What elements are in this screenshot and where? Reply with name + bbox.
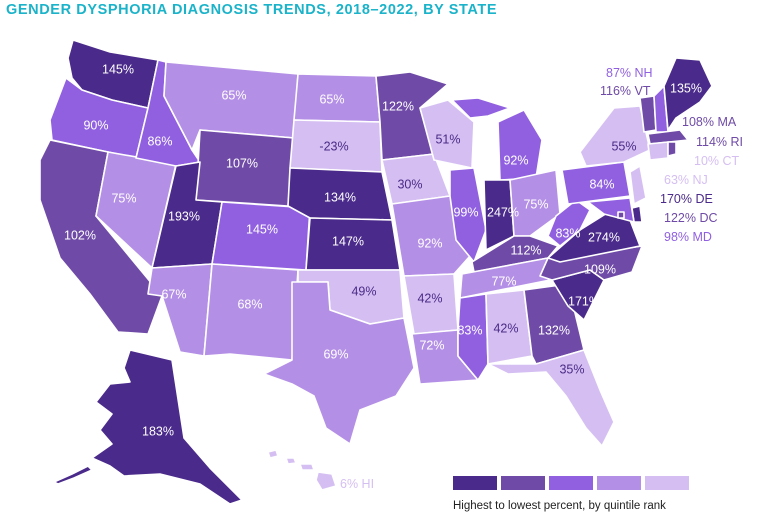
label-VA: 274% — [588, 230, 620, 244]
legend-label: Highest to lowest percent, by quintile r… — [453, 500, 666, 512]
label-WI: 51% — [435, 132, 460, 146]
state-WI[interactable] — [419, 99, 475, 169]
label-KS: 147% — [332, 234, 364, 248]
label-IA: 30% — [397, 177, 422, 191]
state-HI-3[interactable] — [299, 463, 315, 471]
label-TX: 69% — [323, 347, 348, 361]
label-NC: 109% — [584, 262, 616, 276]
label-PA: 84% — [589, 177, 614, 191]
label-VT: 116% VT — [600, 84, 651, 98]
label-MO: 92% — [417, 236, 442, 250]
label-ID: 86% — [147, 134, 172, 148]
state-MI[interactable] — [497, 109, 543, 181]
state-MA[interactable] — [647, 129, 689, 145]
label-IN: 247% — [487, 205, 519, 219]
label-MN: 122% — [382, 99, 414, 113]
label-WA: 145% — [102, 62, 134, 76]
label-NV: 75% — [111, 191, 136, 205]
label-CA: 102% — [64, 228, 96, 242]
label-NM: 68% — [237, 297, 262, 311]
legend-swatch-q1 — [453, 476, 497, 490]
label-FL: 35% — [559, 362, 584, 376]
label-AR: 42% — [417, 291, 442, 305]
state-CT[interactable] — [647, 141, 669, 161]
state-HI-4[interactable] — [315, 471, 337, 491]
label-UT: 193% — [168, 209, 200, 223]
label-MT: 65% — [221, 88, 246, 102]
label-NJ: 63% NJ — [664, 173, 708, 187]
label-DE: 170% DE — [660, 192, 713, 206]
label-IL: 99% — [453, 205, 478, 219]
label-AK: 183% — [142, 424, 174, 438]
label-ND: 65% — [319, 92, 344, 106]
label-MS: 83% — [457, 323, 482, 337]
state-NJ[interactable] — [629, 165, 647, 205]
state-HI-2[interactable] — [285, 457, 297, 465]
label-ME: 135% — [670, 81, 702, 95]
legend-swatch-q2 — [501, 476, 545, 490]
state-MI-UP[interactable] — [451, 97, 511, 119]
state-FL[interactable] — [487, 349, 615, 447]
label-OR: 90% — [83, 118, 108, 132]
label-AL: 42% — [493, 321, 518, 335]
state-AK-chain[interactable] — [53, 465, 93, 485]
label-GA: 132% — [538, 323, 570, 337]
state-NY[interactable] — [579, 105, 651, 167]
label-HI: 6% HI — [340, 477, 375, 491]
legend-swatch-q4 — [597, 476, 641, 490]
label-CT: 10% CT — [694, 154, 740, 168]
label-NY: 55% — [611, 139, 636, 153]
map-title: GENDER DYSPHORIA DIAGNOSIS TRENDS, 2018–… — [6, 2, 498, 18]
legend-swatch-q3 — [549, 476, 593, 490]
label-MI: 92% — [503, 153, 528, 167]
label-WV: 83% — [555, 226, 580, 240]
state-OH[interactable] — [509, 169, 561, 237]
label-WY: 107% — [226, 156, 258, 170]
label-AZ: 67% — [161, 287, 186, 301]
label-LA: 72% — [419, 338, 444, 352]
label-SD: -23% — [319, 139, 348, 153]
state-AK[interactable] — [91, 349, 243, 505]
label-RI: 114% RI — [696, 135, 744, 149]
label-NH: 87% NH — [606, 66, 653, 80]
label-OH: 75% — [523, 197, 548, 211]
label-SC: 171% — [568, 294, 600, 308]
label-TN: 77% — [491, 274, 516, 288]
label-DC: 122% DC — [664, 211, 718, 225]
state-DC[interactable] — [617, 211, 625, 219]
legend — [453, 476, 689, 490]
state-HI-1[interactable] — [267, 449, 279, 459]
label-CO: 145% — [246, 222, 278, 236]
legend-swatch-q5 — [645, 476, 689, 490]
label-MA: 108% MA — [682, 115, 737, 129]
state-RI[interactable] — [667, 141, 677, 157]
state-NM[interactable] — [203, 263, 299, 361]
state-MO[interactable] — [391, 195, 471, 277]
state-ME[interactable] — [663, 57, 713, 131]
label-NE: 134% — [324, 190, 356, 204]
state-TX[interactable] — [263, 281, 415, 445]
label-KY: 112% — [510, 243, 541, 257]
label-MD: 98% MD — [664, 230, 712, 244]
label-OK: 49% — [351, 284, 376, 298]
